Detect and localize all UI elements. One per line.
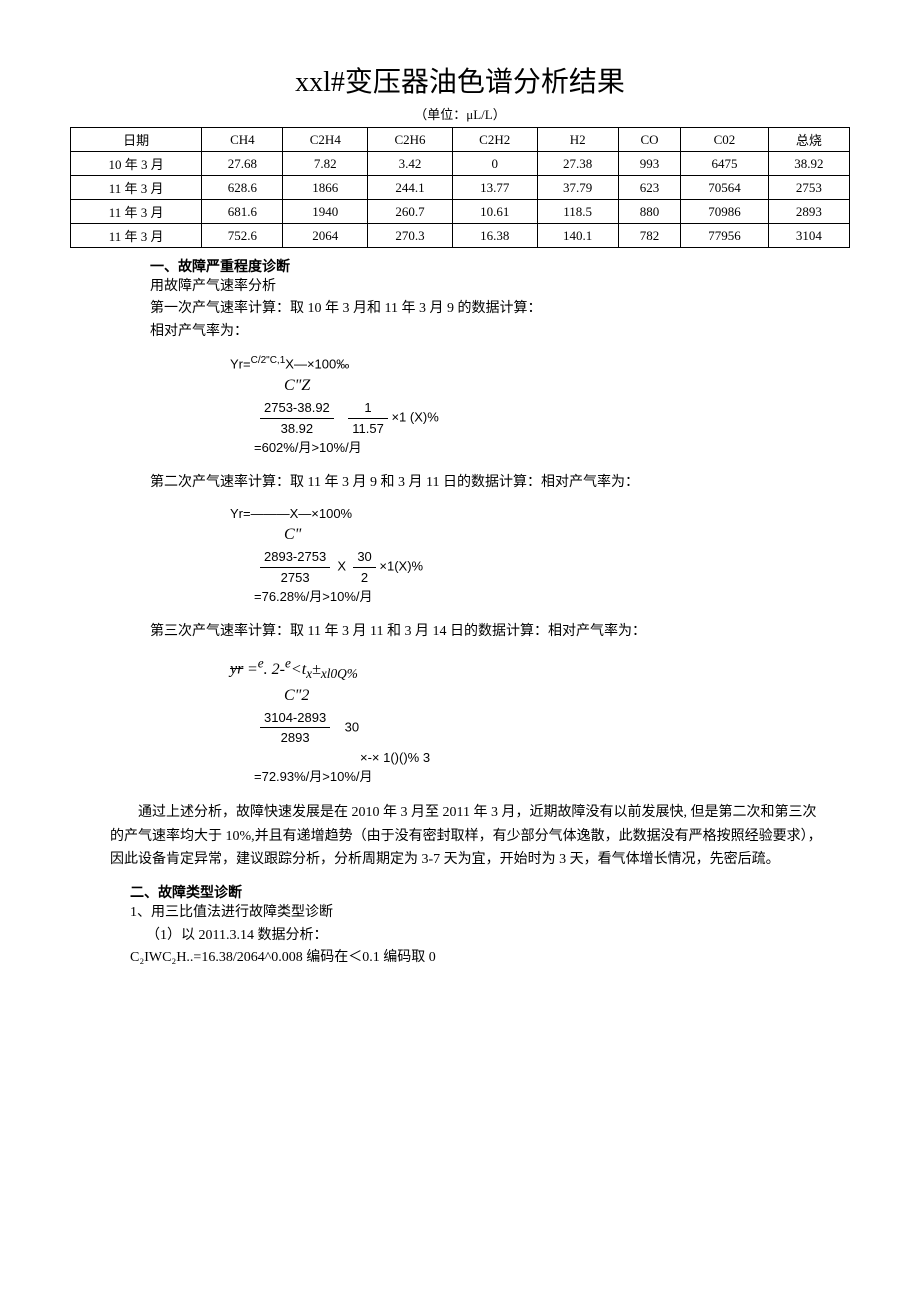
f3-l1: =e. 2-e<tx±xl0Q% bbox=[247, 661, 358, 678]
table-cell: 7.82 bbox=[283, 152, 368, 176]
table-cell: 10.61 bbox=[452, 200, 537, 224]
f1-frac1-den: 38.92 bbox=[260, 419, 334, 439]
col-ch4: CH4 bbox=[202, 128, 283, 152]
section-1-title: 一、故障严重程度诊断 bbox=[150, 256, 850, 276]
table-cell: 77956 bbox=[681, 224, 768, 248]
formula-2: Yr=———X—×100% C" 2893-2753 2753 X 30 2 ×… bbox=[230, 504, 850, 607]
page-title: xxl#变压器油色谱分析结果 bbox=[70, 60, 850, 100]
f2-l1: Yr=———X—×100% bbox=[230, 504, 850, 524]
table-cell: 2753 bbox=[768, 176, 849, 200]
table-cell: 993 bbox=[618, 152, 680, 176]
table-cell: 1866 bbox=[283, 176, 368, 200]
table-cell: 38.92 bbox=[768, 152, 849, 176]
f1-frac1-num: 2753-38.92 bbox=[260, 398, 334, 419]
table-cell: 782 bbox=[618, 224, 680, 248]
table-cell: 623 bbox=[618, 176, 680, 200]
f1-frac2-den: 11.57 bbox=[348, 419, 388, 439]
table-cell: 244.1 bbox=[368, 176, 453, 200]
table-cell: 681.6 bbox=[202, 200, 283, 224]
f2-frac1-num: 2893-2753 bbox=[260, 547, 330, 568]
f3-frac1: 3104-2893 2893 bbox=[260, 708, 330, 748]
table-cell: 0 bbox=[452, 152, 537, 176]
col-c2h6: C2H6 bbox=[368, 128, 453, 152]
table-cell: 880 bbox=[618, 200, 680, 224]
f1-l1-sup: C/2"C,1 bbox=[251, 355, 286, 366]
table-cell: 27.38 bbox=[537, 152, 618, 176]
sec1-line5: 第三次产气速率计算：取 11 年 3 月 11 和 3 月 14 日的数据计算：… bbox=[150, 621, 830, 643]
sec2-line2: （1）以 2011.3.14 数据分析： bbox=[146, 925, 830, 947]
table-row: 11 年 3 月628.61866244.113.7737.7962370564… bbox=[71, 176, 850, 200]
table-row: 11 年 3 月752.62064270.316.38140.178277956… bbox=[71, 224, 850, 248]
f1-l2: C"Z bbox=[284, 374, 850, 398]
f1-l1-left: Yr= bbox=[230, 357, 251, 372]
unit-label: （单位：μL/L） bbox=[70, 104, 850, 123]
table-header-row: 日期 CH4 C2H4 C2H6 C2H2 H2 CO C02 总烧 bbox=[71, 128, 850, 152]
col-c2h2: C2H2 bbox=[452, 128, 537, 152]
sec1-line2: 第一次产气速率计算：取 10 年 3 月和 11 年 3 月 9 的数据计算： bbox=[150, 298, 830, 320]
col-total: 总烧 bbox=[768, 128, 849, 152]
table-cell: 752.6 bbox=[202, 224, 283, 248]
f3-frac2-num: 30 bbox=[345, 719, 359, 734]
f3-frac1-den: 2893 bbox=[260, 728, 330, 748]
f2-l2: C" bbox=[284, 523, 850, 547]
formula-3: yr =e. 2-e<tx±xl0Q% C"2 3104-2893 2893 3… bbox=[230, 653, 850, 787]
table-cell: 11 年 3 月 bbox=[71, 176, 202, 200]
f2-result: =76.28%/月>10%/月 bbox=[254, 587, 850, 607]
section-2-title: 二、故障类型诊断 bbox=[130, 882, 850, 902]
sec1-line4: 第二次产气速率计算：取 11 年 3 月 9 和 3 月 11 日的数据计算：相… bbox=[150, 472, 830, 494]
table-cell: 27.68 bbox=[202, 152, 283, 176]
f2-frac1-den: 2753 bbox=[260, 568, 330, 588]
formula-1: Yr=C/2"C,1X—×100‰ C"Z 2753-38.92 38.92 1… bbox=[230, 353, 850, 457]
sec2-line1: 1、用三比值法进行故障类型诊断 bbox=[130, 902, 830, 924]
col-h2: H2 bbox=[537, 128, 618, 152]
table-cell: 2893 bbox=[768, 200, 849, 224]
sec1-line1: 用故障产气速率分析 bbox=[150, 276, 830, 298]
f3-l1-strike: yr bbox=[230, 661, 243, 678]
table-cell: 70986 bbox=[681, 200, 768, 224]
data-table: 日期 CH4 C2H4 C2H6 C2H2 H2 CO C02 总烧 10 年 … bbox=[70, 127, 850, 248]
table-cell: 6475 bbox=[681, 152, 768, 176]
table-cell: 2064 bbox=[283, 224, 368, 248]
f1-frac1: 2753-38.92 38.92 bbox=[260, 398, 334, 438]
table-cell: 270.3 bbox=[368, 224, 453, 248]
sec1-line3: 相对产气率为： bbox=[150, 321, 830, 343]
f1-frac2-num: 1 bbox=[348, 398, 388, 419]
col-co2: C02 bbox=[681, 128, 768, 152]
f3-frac1-num: 3104-2893 bbox=[260, 708, 330, 729]
table-cell: 3.42 bbox=[368, 152, 453, 176]
table-row: 11 年 3 月681.61940260.710.61118.588070986… bbox=[71, 200, 850, 224]
f2-mid: X bbox=[337, 559, 346, 574]
f2-frac2-den: 2 bbox=[353, 568, 375, 588]
table-cell: 16.38 bbox=[452, 224, 537, 248]
sec2-line3: C₂IWC₂H..=16.38/2064^0.008 编码在＜0.1 编码取 0 bbox=[130, 947, 830, 969]
col-date: 日期 bbox=[71, 128, 202, 152]
table-cell: 1940 bbox=[283, 200, 368, 224]
table-cell: 10 年 3 月 bbox=[71, 152, 202, 176]
table-cell: 3104 bbox=[768, 224, 849, 248]
f2-frac2-num: 30 bbox=[353, 547, 375, 568]
f2-tail: ×1(X)% bbox=[379, 559, 423, 574]
f3-l2: C"2 bbox=[284, 684, 850, 708]
sec1-conclusion: 通过上述分析，故障快速发展是在 2010 年 3 月至 2011 年 3 月，近… bbox=[110, 801, 830, 872]
f3-tail: ×-× 1()()% 3 bbox=[360, 750, 430, 765]
table-cell: 11 年 3 月 bbox=[71, 200, 202, 224]
table-cell: 118.5 bbox=[537, 200, 618, 224]
table-row: 10 年 3 月27.687.823.42027.38993647538.92 bbox=[71, 152, 850, 176]
table-cell: 70564 bbox=[681, 176, 768, 200]
table-cell: 140.1 bbox=[537, 224, 618, 248]
f2-frac1: 2893-2753 2753 bbox=[260, 547, 330, 587]
col-co: CO bbox=[618, 128, 680, 152]
table-cell: 260.7 bbox=[368, 200, 453, 224]
f1-tail: ×1 (X)% bbox=[391, 409, 438, 424]
f1-l1-right: X—×100‰ bbox=[285, 357, 349, 372]
table-cell: 37.79 bbox=[537, 176, 618, 200]
f2-frac2: 30 2 bbox=[353, 547, 375, 587]
table-cell: 11 年 3 月 bbox=[71, 224, 202, 248]
table-cell: 13.77 bbox=[452, 176, 537, 200]
f3-result: =72.93%/月>10%/月 bbox=[254, 767, 850, 787]
f1-frac2: 1 11.57 bbox=[348, 398, 388, 438]
col-c2h4: C2H4 bbox=[283, 128, 368, 152]
f1-result: =602%/月>10%/月 bbox=[254, 438, 850, 458]
table-cell: 628.6 bbox=[202, 176, 283, 200]
